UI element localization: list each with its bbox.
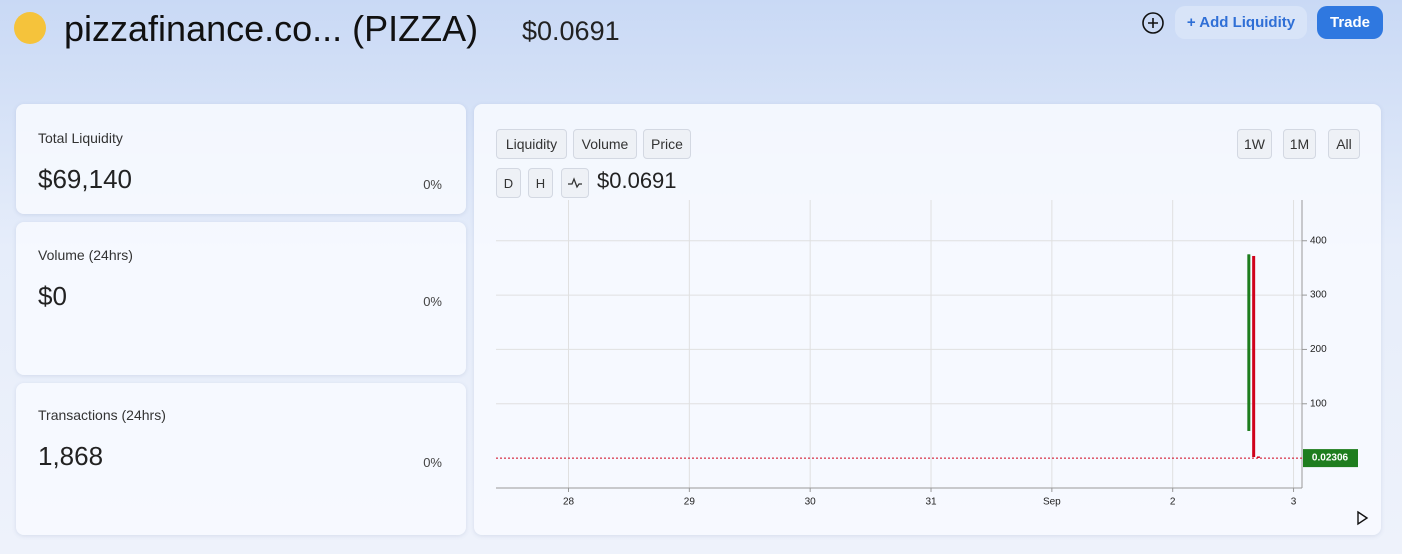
x-tick-label: 29 (684, 497, 696, 508)
x-tick-label: 30 (805, 497, 817, 508)
x-tick-label: 31 (925, 497, 937, 508)
range-button[interactable]: 1W (1237, 129, 1272, 159)
x-tick-label: Sep (1043, 497, 1061, 508)
scroll-right-button[interactable] (1357, 510, 1369, 526)
y-tick-label: 400 (1310, 235, 1327, 246)
interval-button[interactable]: H (528, 168, 553, 198)
stat-value: $0 (38, 281, 67, 311)
stat-change: 0% (423, 294, 442, 309)
chart: 100 200 300 400 28 29 30 31 Sep 2 3 0.02306 (496, 200, 1369, 526)
stat-label: Volume (24hrs) (38, 247, 133, 263)
y-tick-label: 100 (1310, 398, 1327, 409)
x-tick-label: 3 (1291, 497, 1297, 508)
line-mode-button[interactable] (561, 168, 589, 198)
watch-button[interactable] (1141, 11, 1165, 35)
stat-card: Transactions (24hrs) 1,868 0% (16, 383, 466, 535)
trade-button[interactable]: Trade (1317, 6, 1383, 39)
stat-label: Transactions (24hrs) (38, 407, 166, 423)
range-button[interactable]: All (1328, 129, 1360, 159)
token-title: pizzafinance.co... (PIZZA) (64, 8, 479, 49)
stat-value: 1,868 (38, 441, 104, 471)
stat-card: Volume (24hrs) $0 0% (16, 222, 466, 375)
range-button[interactable]: 1M (1283, 129, 1316, 159)
tab-button[interactable]: Liquidity (496, 129, 567, 159)
interval-button[interactable]: D (496, 168, 521, 198)
y-tick-label: 300 (1310, 290, 1327, 301)
x-tick-label: 28 (563, 497, 575, 508)
add-liquidity-button[interactable]: + Add Liquidity (1175, 6, 1307, 39)
last-price-label: 0.02306 (1312, 453, 1349, 464)
candle-body (1252, 255, 1256, 458)
y-tick-label: 200 (1310, 344, 1327, 355)
token-icon (14, 12, 46, 44)
candle-body (1247, 254, 1251, 431)
chart-panel: Liquidity Volume Price 1W 1M All D H $0.… (474, 104, 1381, 535)
token-price: $0.0691 (522, 16, 620, 46)
tab-button[interactable]: Volume (573, 129, 637, 159)
stat-card: Total Liquidity $69,140 0% (16, 104, 466, 214)
x-tick-label: 2 (1170, 497, 1176, 508)
stat-label: Total Liquidity (38, 130, 123, 146)
candle-body (1256, 456, 1260, 458)
stat-change: 0% (423, 455, 442, 470)
tab-button[interactable]: Price (643, 129, 691, 159)
chart-price: $0.0691 (597, 168, 677, 193)
last-price-tag (1303, 449, 1358, 468)
stat-value: $69,140 (38, 164, 132, 194)
stat-change: 0% (423, 177, 442, 192)
